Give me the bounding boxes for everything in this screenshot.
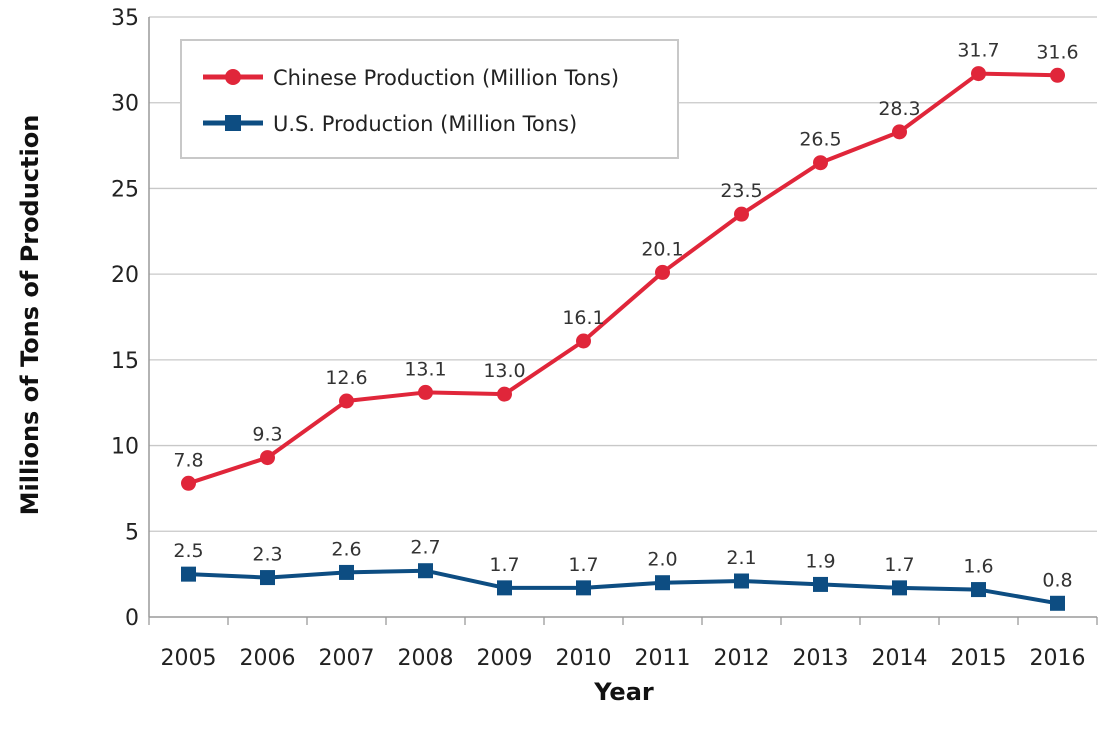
series-0-label-2013: 26.5 [799, 129, 841, 151]
series-0-point-2006 [260, 450, 275, 466]
series-0-point-2013 [813, 155, 828, 171]
series-0-label-2014: 28.3 [878, 98, 920, 120]
legend-label-0: Chinese Production (Million Tons) [273, 66, 619, 90]
x-tick-label-2007: 2007 [319, 646, 375, 671]
y-tick-label-30: 30 [111, 92, 139, 117]
x-tick-label-2010: 2010 [556, 646, 612, 671]
series-1-point-2011 [655, 575, 670, 591]
series-0-label-2012: 23.5 [720, 180, 762, 202]
series-0-point-2009 [497, 386, 512, 402]
series-1-label-2007: 2.6 [331, 538, 361, 560]
y-tick-label-0: 0 [125, 606, 139, 631]
legend-marker-1 [225, 115, 241, 131]
y-tick-label-10: 10 [111, 435, 139, 460]
series-1-point-2006 [260, 570, 275, 586]
x-tick-label-2008: 2008 [398, 646, 454, 671]
data-labels: 7.8 9.3 12.6 13.1 13.0 16.1 20.1 23.5 26.5 28.3 31… [173, 40, 1078, 592]
series-1-label-2014: 1.7 [884, 554, 914, 576]
series-0-label-2005: 7.8 [173, 449, 203, 471]
series-line-1 [188, 568, 1058, 606]
series-0-point-2014 [892, 124, 907, 140]
series-1-point-2015 [971, 582, 986, 598]
y-tick-label-15: 15 [111, 349, 139, 374]
series-1-point-2012 [734, 573, 749, 589]
series-1-point-2016 [1050, 595, 1065, 611]
series-1-label-2013: 1.9 [805, 550, 835, 572]
series-0-point-2010 [576, 333, 591, 349]
y-tick-label-35: 35 [111, 6, 139, 31]
x-tick-label-2006: 2006 [240, 646, 296, 671]
series-0-point-2005 [181, 475, 196, 491]
series-0-point-2008 [418, 384, 433, 400]
x-tick-label-2016: 2016 [1030, 646, 1086, 671]
series-1-label-2009: 1.7 [489, 554, 519, 576]
y-tick-label-20: 20 [111, 263, 139, 288]
series-0-label-2008: 13.1 [404, 358, 446, 380]
axes: 0 5 10 15 20 25 30 35 2005 2006 2007 2008 2009 2010 20… [111, 6, 1098, 671]
series-0-label-2010: 16.1 [562, 307, 604, 329]
x-tick-label-2013: 2013 [793, 646, 849, 671]
series-0-point-2011 [655, 264, 670, 280]
series-1-label-2011: 2.0 [647, 549, 677, 571]
series-1-label-2008: 2.7 [410, 537, 440, 559]
series-1-label-2006: 2.3 [252, 544, 282, 566]
x-tick-label-2012: 2012 [714, 646, 770, 671]
series-0-label-2009: 13.0 [483, 360, 525, 382]
legend-label-1: U.S. Production (Million Tons) [273, 112, 577, 136]
series-1-point-2008 [418, 563, 433, 579]
series-0-label-2006: 9.3 [252, 424, 282, 446]
x-tick-label-2011: 2011 [635, 646, 691, 671]
y-axis-title: Millions of Tons of Production [16, 115, 44, 516]
series-0-point-2016 [1050, 67, 1065, 83]
series-0-point-2015 [971, 66, 986, 82]
series-1-label-2010: 1.7 [568, 554, 598, 576]
series-1-point-2005 [181, 566, 196, 582]
y-tick-label-5: 5 [125, 520, 139, 545]
x-tick-label-2014: 2014 [872, 646, 928, 671]
series-0-label-2007: 12.6 [325, 367, 367, 389]
legend-box [180, 39, 679, 159]
series-1-point-2014 [892, 580, 907, 596]
series-1-point-2009 [497, 580, 512, 596]
series-0-label-2015: 31.7 [957, 40, 999, 62]
x-axis-title: Year [593, 678, 654, 706]
series-1-point-2007 [339, 564, 354, 580]
series-1-label-2016: 0.8 [1042, 569, 1072, 591]
series-1-point-2013 [813, 576, 828, 592]
series-line-0 [187, 71, 1058, 486]
x-tick-label-2015: 2015 [951, 646, 1007, 671]
series-0-label-2011: 20.1 [641, 238, 683, 260]
y-tick-label-25: 25 [111, 177, 139, 202]
series-1-label-2015: 1.6 [963, 556, 993, 578]
x-tick-label-2005: 2005 [161, 646, 217, 671]
series-0-point-2007 [339, 393, 354, 409]
series-layer [181, 66, 1065, 611]
legend-marker-0 [225, 69, 241, 85]
series-1-label-2012: 2.1 [726, 547, 756, 569]
series-0-label-2016: 31.6 [1036, 41, 1078, 63]
legend: Chinese Production (Million Tons) U.S. Pr… [180, 39, 679, 159]
series-1-point-2010 [576, 580, 591, 596]
series-1-label-2005: 2.5 [173, 540, 203, 562]
x-tick-label-2009: 2009 [477, 646, 533, 671]
series-0-point-2012 [734, 206, 749, 222]
